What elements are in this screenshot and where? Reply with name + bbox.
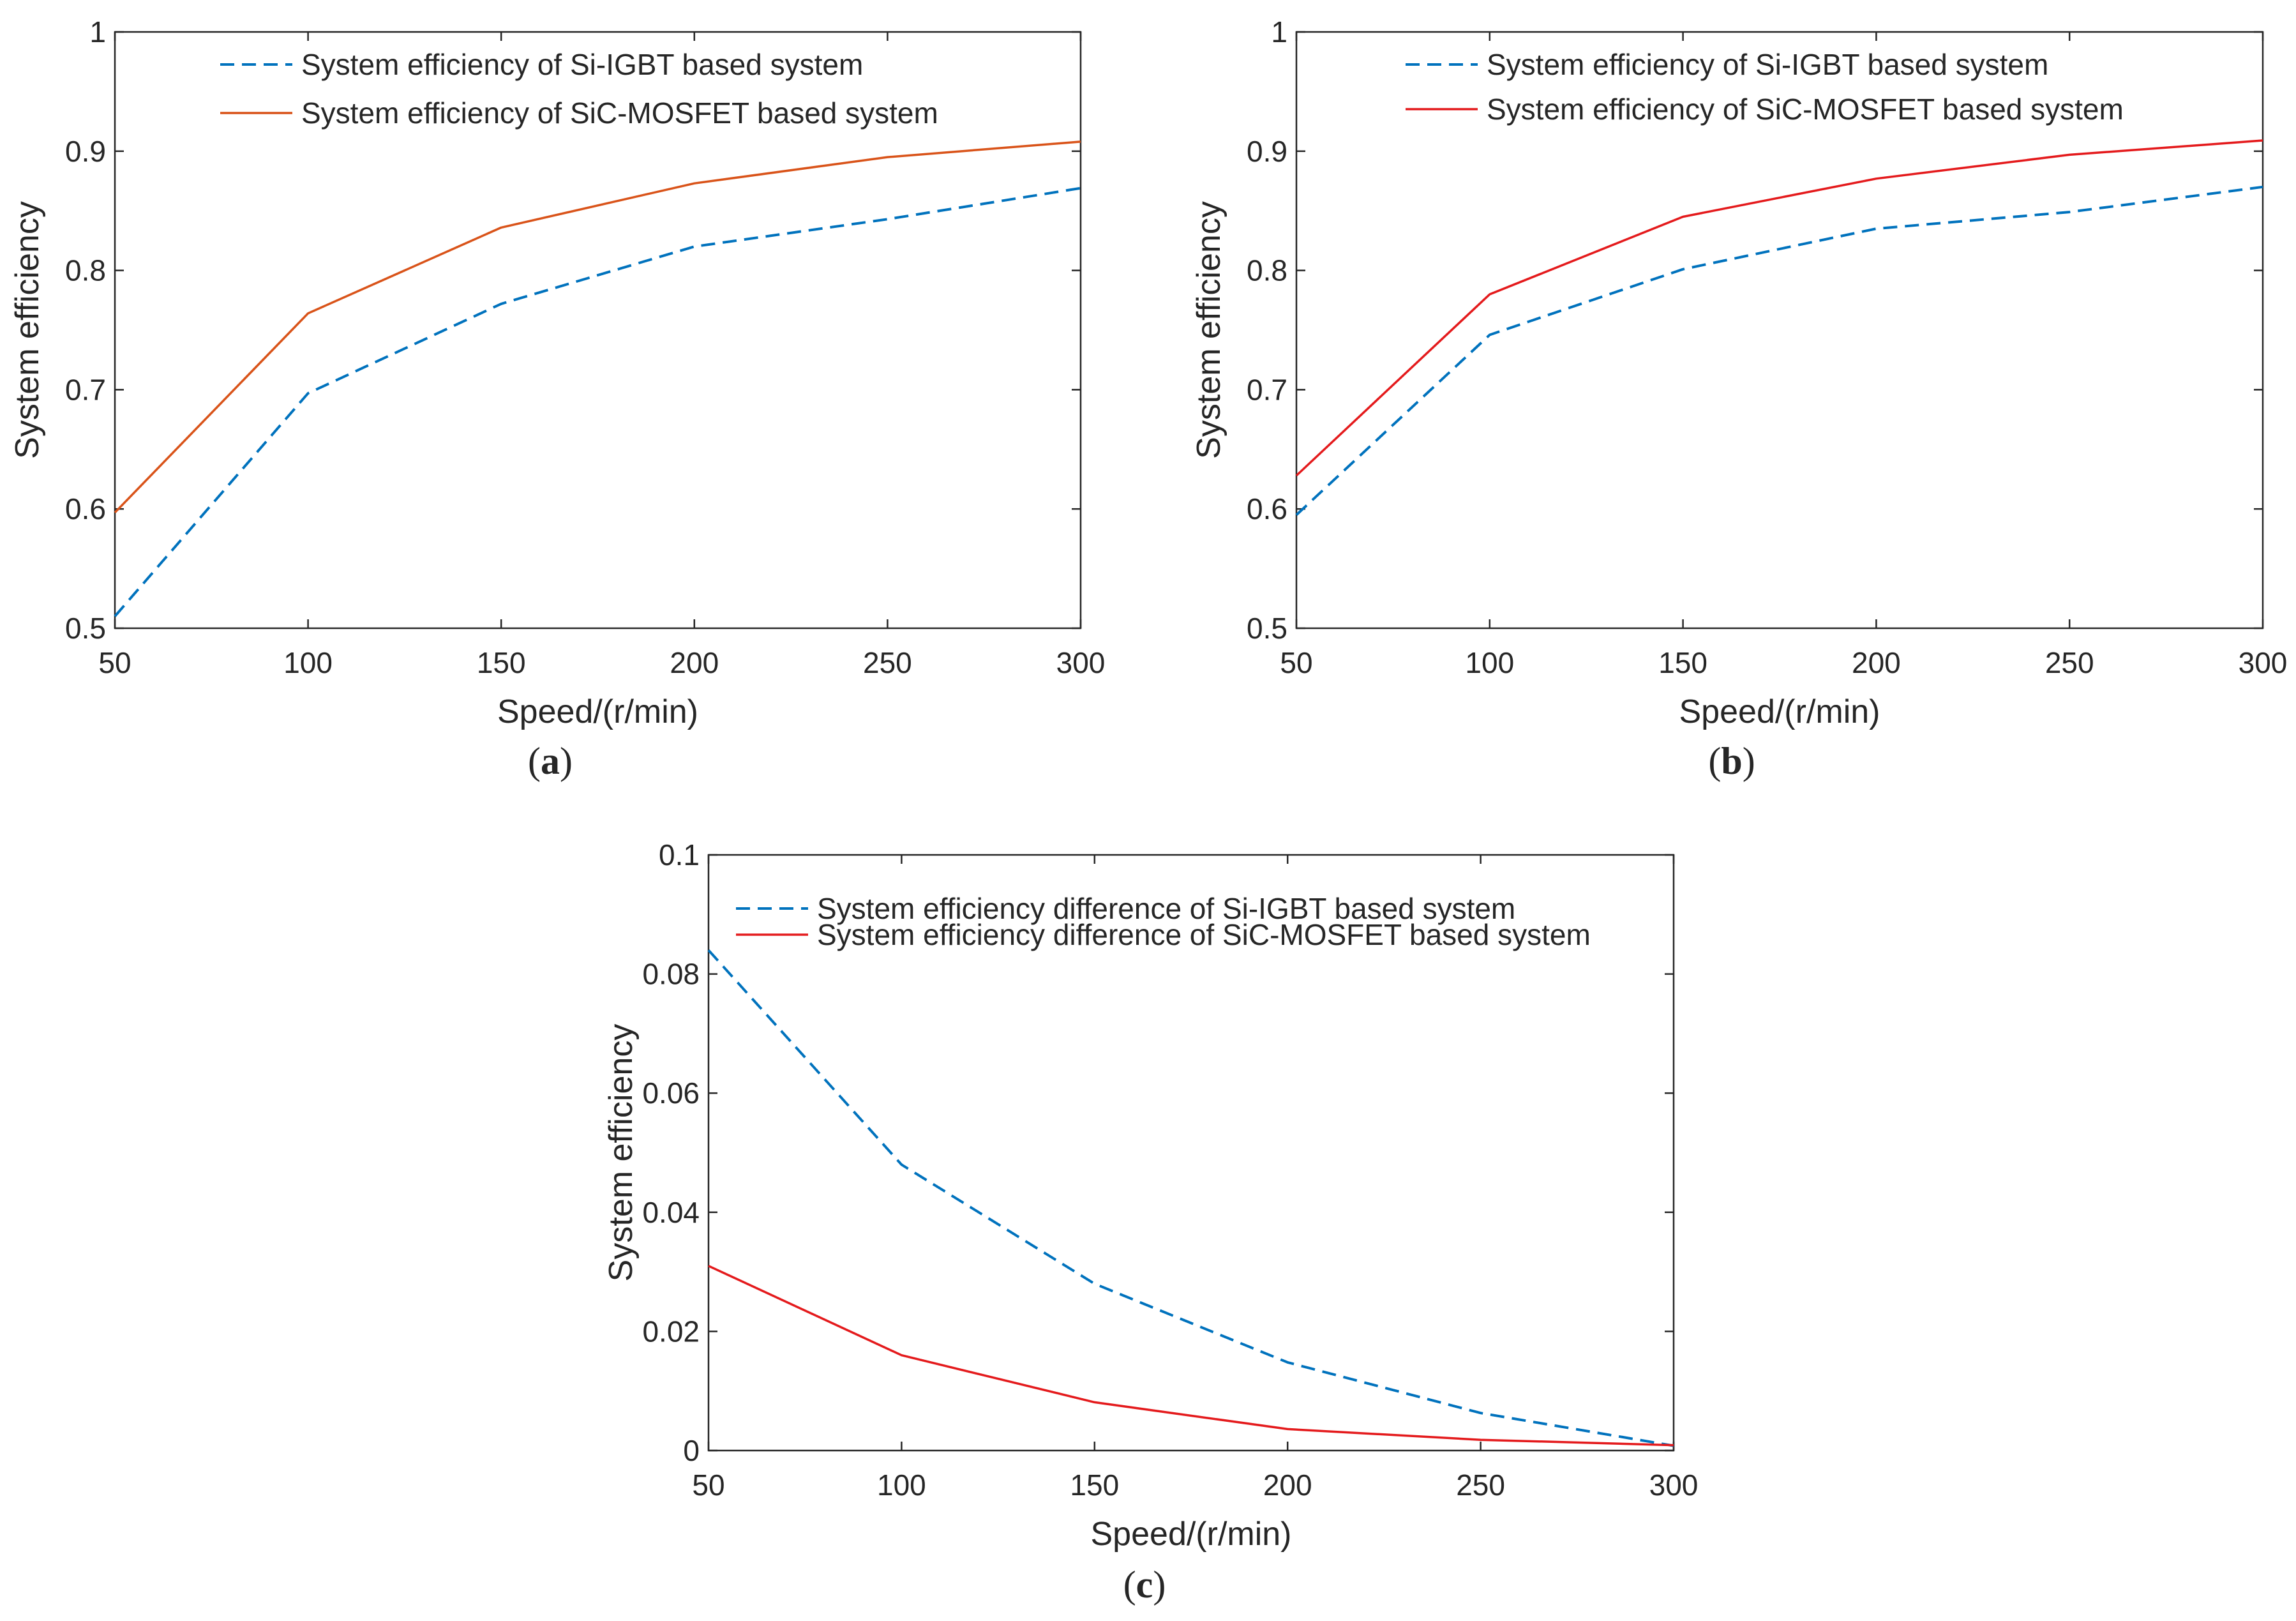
y-tick-label: 0.6 [65, 492, 106, 525]
y-tick-label: 0.5 [65, 612, 106, 645]
panel-label-letter: b [1721, 740, 1742, 782]
legend-label: System efficiency of SiC-MOSFET based sy… [1487, 93, 2124, 126]
x-tick-label: 200 [670, 646, 719, 679]
panel-label: (b) [1708, 740, 1755, 782]
x-tick-label: 150 [1070, 1468, 1119, 1502]
x-tick-label: 200 [1263, 1468, 1312, 1502]
y-tick-label: 0.8 [65, 254, 106, 287]
y-tick-label: 1 [89, 15, 106, 49]
x-tick-label: 100 [877, 1468, 926, 1502]
y-axis-label: System efficiency [603, 1024, 640, 1282]
y-tick-label: 0 [683, 1434, 700, 1467]
panel-label-letter: a [541, 740, 560, 782]
y-tick-label: 0.04 [642, 1196, 700, 1229]
series-line-si-igbt [707, 949, 1674, 1447]
series-line-sic-mosfet [114, 140, 1081, 514]
x-tick-label: 300 [2239, 646, 2288, 679]
x-axis-label: Speed/(r/min) [1679, 693, 1880, 730]
panel-label: (c) [1123, 1564, 1166, 1606]
series-line-si-igbt [1295, 185, 2263, 516]
legend-label: System efficiency of Si-IGBT based syste… [1487, 48, 2048, 81]
legend-label: System efficiency of Si-IGBT based syste… [301, 48, 863, 81]
y-tick-label: 0.9 [65, 135, 106, 168]
x-tick-label: 300 [1649, 1468, 1699, 1502]
chart-panel-c: 50 100 150 200 250 300 0 0.02 0.04 0.06 0.08 0.1 Spe… [603, 838, 1698, 1606]
series-line-sic-mosfet [708, 1265, 1674, 1447]
x-axis-label: Speed/(r/min) [1091, 1516, 1292, 1553]
legend-label: System efficiency of SiC-MOSFET based sy… [301, 96, 938, 130]
y-axis-label: System efficiency [9, 201, 46, 459]
plot-area-frame [1295, 31, 2264, 630]
y-tick-label: 0.1 [659, 838, 700, 871]
panel-label: (a) [528, 740, 573, 782]
y-tick-label: 0.9 [1247, 135, 1287, 168]
y-tick-label: 0.06 [642, 1076, 700, 1110]
panel-label-letter: c [1136, 1564, 1153, 1606]
y-tick-label: 0.5 [1247, 612, 1287, 645]
y-axis-label: System efficiency [1190, 201, 1227, 459]
x-tick-label: 50 [1280, 646, 1312, 679]
y-tick-label: 0.6 [1247, 492, 1287, 525]
series-line-sic-mosfet [1295, 139, 2263, 477]
x-tick-label: 100 [283, 646, 333, 679]
chart-panel-a: 50 100 150 200 250 300 0.5 0.6 0.7 0.8 0.9 1 Speed/(… [9, 15, 1105, 782]
y-tick-label: 0.7 [65, 373, 106, 406]
x-tick-label: 200 [1852, 646, 1901, 679]
plot-area-frame [114, 31, 1082, 630]
x-tick-label: 100 [1465, 646, 1514, 679]
y-tick-label: 0.02 [642, 1315, 700, 1348]
y-tick-label: 0.8 [1247, 254, 1287, 287]
x-tick-label: 250 [2045, 646, 2094, 679]
x-tick-label: 150 [477, 646, 526, 679]
legend-label: System efficiency difference of Si-IGBT … [817, 892, 1515, 925]
legend-label: System efficiency difference of SiC-MOSF… [817, 918, 1591, 951]
y-tick-label: 0.7 [1247, 373, 1287, 406]
chart-panel-b: 50 100 150 200 250 300 0.5 0.6 0.7 0.8 0.9 1 Speed/(… [1190, 15, 2287, 782]
series-line-si-igbt [114, 186, 1081, 617]
y-tick-label: 0.08 [642, 958, 700, 991]
x-axis-label: Speed/(r/min) [497, 693, 698, 730]
x-tick-label: 250 [863, 646, 912, 679]
x-tick-label: 50 [692, 1468, 724, 1502]
x-tick-label: 150 [1658, 646, 1707, 679]
x-tick-label: 250 [1456, 1468, 1505, 1502]
x-tick-label: 300 [1056, 646, 1106, 679]
x-tick-label: 50 [98, 646, 131, 679]
plot-area-frame [707, 854, 1675, 1452]
y-tick-label: 1 [1271, 15, 1287, 49]
